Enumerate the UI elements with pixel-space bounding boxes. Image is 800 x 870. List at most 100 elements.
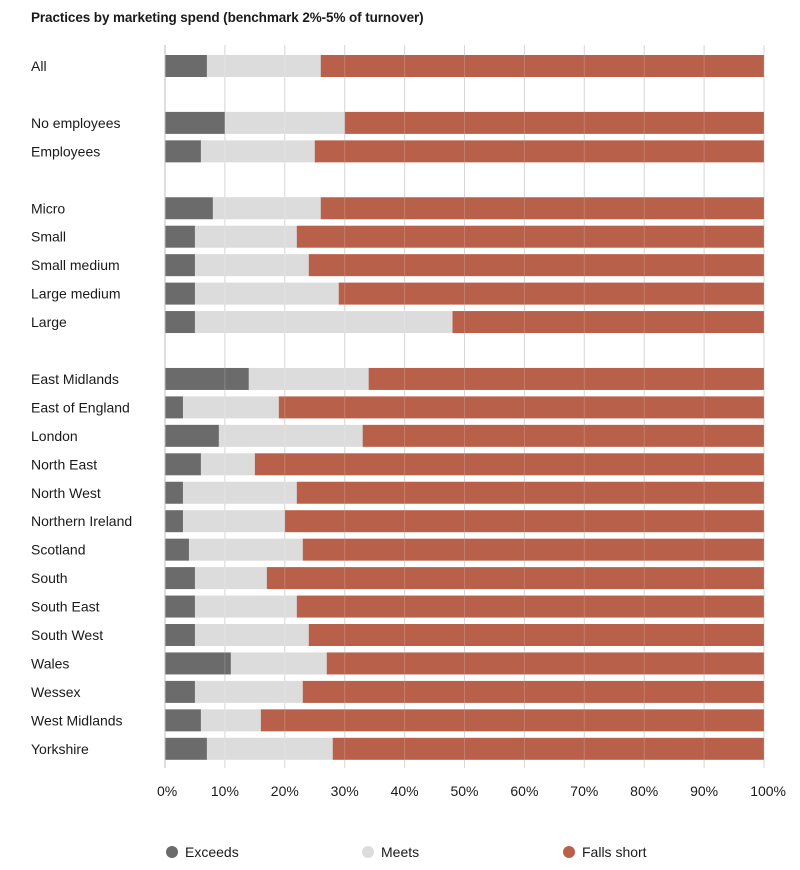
bar-exceeds — [165, 225, 195, 248]
x-tick-label: 10% — [211, 783, 239, 799]
chart-title: Practices by marketing spend (benchmark … — [31, 10, 424, 25]
bar-exceeds — [165, 737, 207, 760]
x-tick-label: 70% — [570, 783, 598, 799]
x-tick-label: 30% — [331, 783, 359, 799]
legend-swatch — [362, 846, 374, 858]
bar-meets — [188, 538, 303, 561]
bar-meets — [218, 424, 363, 447]
category-label: East of England — [31, 399, 130, 415]
category-label: South West — [31, 627, 103, 643]
bar-meets — [194, 595, 297, 618]
x-tick-label: 20% — [271, 783, 299, 799]
bar-falls-short — [452, 311, 764, 334]
category-label: No employees — [31, 115, 121, 131]
legend-label: Meets — [381, 844, 419, 860]
category-label: Wales — [31, 655, 69, 671]
bar-meets — [182, 481, 297, 504]
category-label: North West — [31, 485, 101, 501]
bar-meets — [194, 282, 339, 305]
bar-exceeds — [165, 567, 195, 590]
category-label: North East — [31, 456, 97, 472]
bar-falls-short — [362, 424, 764, 447]
x-axis-tick-labels: 0% 10% 20% 30% 40% 50% 60% 70% 80% 90% 100% — [157, 783, 786, 799]
bar-exceeds — [165, 254, 195, 277]
bar-falls-short — [260, 709, 764, 732]
bar-meets — [194, 311, 453, 334]
x-tick-label: 80% — [630, 783, 658, 799]
bar-falls-short — [326, 652, 764, 675]
legend-swatch — [563, 846, 575, 858]
bar-meets — [206, 55, 321, 77]
bar-falls-short — [302, 680, 764, 703]
bar-exceeds — [165, 453, 201, 476]
legend-swatch — [166, 846, 178, 858]
bar-falls-short — [254, 453, 764, 476]
bar-meets — [200, 453, 255, 476]
category-label: All — [31, 58, 47, 74]
category-label: London — [31, 428, 78, 444]
bar-exceeds — [165, 367, 249, 390]
bar-exceeds — [165, 197, 213, 220]
x-tick-label: 0% — [157, 783, 177, 799]
bars — [165, 55, 764, 760]
bar-falls-short — [278, 396, 764, 419]
bar-falls-short — [314, 140, 764, 163]
category-label: Small — [31, 229, 66, 245]
bar-meets — [206, 737, 333, 760]
x-tick-label: 40% — [391, 783, 419, 799]
bar-exceeds — [165, 140, 201, 163]
legend-label: Exceeds — [185, 844, 239, 860]
category-label: Micro — [31, 200, 65, 216]
category-labels: All No employees Employees Micro Small Small … — [31, 58, 132, 757]
legend-label: Falls short — [582, 844, 647, 860]
category-label: Small medium — [31, 257, 120, 273]
bar-exceeds — [165, 55, 207, 77]
bar-falls-short — [296, 595, 764, 618]
bar-meets — [248, 367, 369, 390]
bar-exceeds — [165, 111, 225, 134]
bar-falls-short — [296, 481, 764, 504]
bar-exceeds — [165, 624, 195, 646]
x-tick-label: 90% — [690, 783, 718, 799]
bar-falls-short — [320, 197, 764, 220]
bar-meets — [194, 567, 267, 590]
bar-meets — [194, 254, 309, 277]
category-label: West Midlands — [31, 712, 123, 728]
category-label: Northern Ireland — [31, 513, 132, 529]
category-label: South East — [31, 599, 100, 615]
bar-meets — [194, 624, 309, 646]
bar-falls-short — [368, 367, 764, 390]
bar-exceeds — [165, 481, 183, 504]
bar-falls-short — [296, 225, 764, 248]
bar-exceeds — [165, 652, 231, 675]
bar-falls-short — [320, 55, 764, 77]
category-label: Large medium — [31, 286, 121, 302]
bar-meets — [224, 111, 345, 134]
bar-meets — [200, 140, 315, 163]
bar-falls-short — [344, 111, 764, 134]
x-tick-label: 50% — [450, 783, 478, 799]
bar-exceeds — [165, 424, 219, 447]
bar-falls-short — [308, 624, 764, 646]
bar-exceeds — [165, 709, 201, 732]
bar-falls-short — [308, 254, 764, 277]
bar-exceeds — [165, 680, 195, 703]
category-label: Wessex — [31, 684, 81, 700]
bar-falls-short — [302, 538, 764, 561]
bar-exceeds — [165, 595, 195, 618]
bar-falls-short — [284, 510, 764, 533]
bar-exceeds — [165, 396, 183, 419]
category-label: Yorkshire — [31, 741, 89, 757]
bar-exceeds — [165, 538, 189, 561]
bar-exceeds — [165, 510, 183, 533]
x-tick-label: 60% — [510, 783, 538, 799]
category-label: Scotland — [31, 542, 85, 558]
bar-meets — [230, 652, 327, 675]
bar-falls-short — [266, 567, 764, 590]
bar-exceeds — [165, 311, 195, 334]
bar-meets — [182, 396, 279, 419]
category-label: Large — [31, 314, 67, 330]
x-tick-label: 100% — [750, 783, 786, 799]
bar-exceeds — [165, 282, 195, 305]
